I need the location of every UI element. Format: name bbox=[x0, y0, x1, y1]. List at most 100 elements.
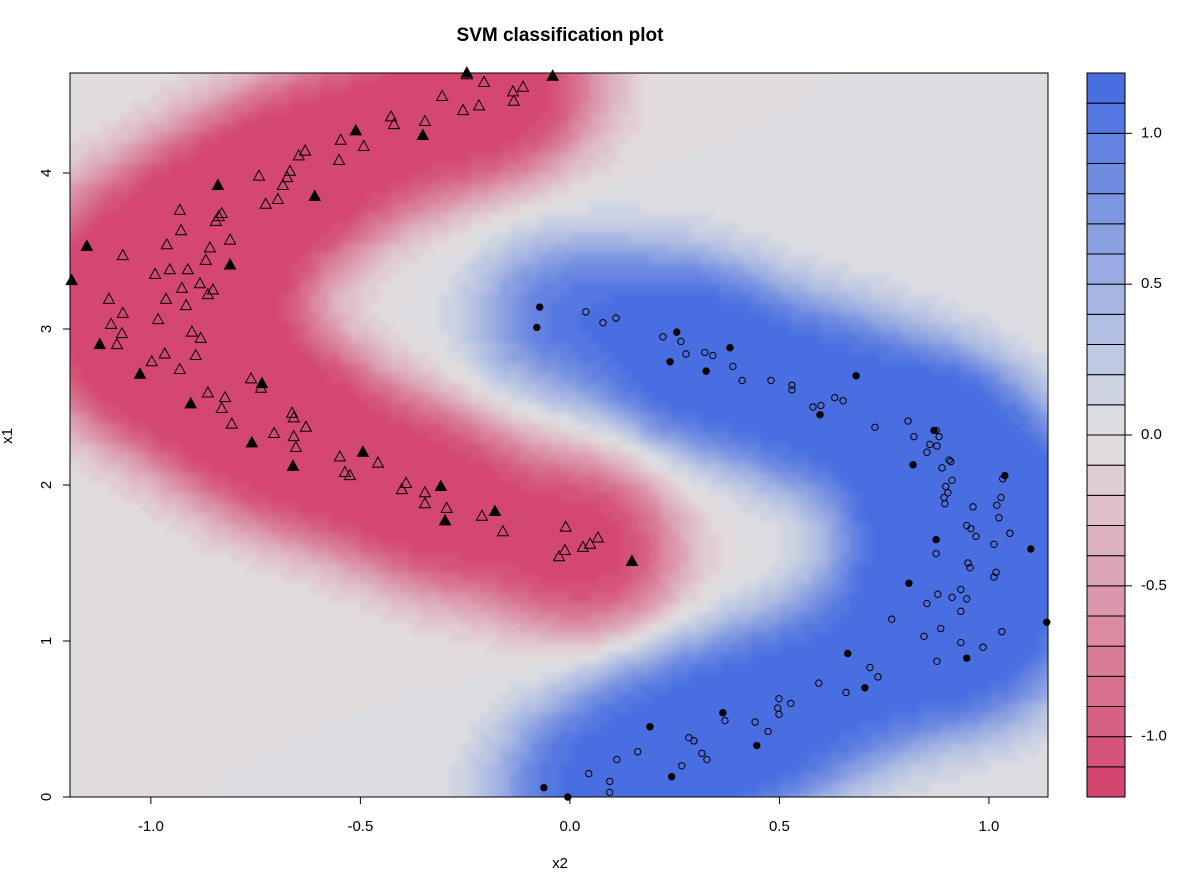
surface-cell bbox=[1050, 233, 1061, 244]
surface-cell bbox=[330, 223, 341, 234]
surface-cell bbox=[710, 333, 721, 344]
surface-cell bbox=[530, 93, 541, 104]
surface-cell bbox=[560, 223, 571, 234]
surface-cell bbox=[310, 423, 321, 434]
surface-cell bbox=[850, 383, 861, 394]
surface-cell bbox=[180, 183, 191, 194]
surface-cell bbox=[120, 403, 131, 414]
surface-cell bbox=[150, 343, 161, 354]
surface-cell bbox=[400, 123, 411, 134]
surface-cell bbox=[850, 83, 861, 94]
surface-cell bbox=[170, 243, 181, 254]
surface-cell bbox=[570, 333, 581, 344]
surface-cell bbox=[720, 83, 731, 94]
surface-cell bbox=[900, 83, 911, 94]
surface-cell bbox=[680, 443, 691, 454]
surface-cell bbox=[1030, 123, 1041, 134]
surface-cell bbox=[860, 243, 871, 254]
surface-cell bbox=[300, 283, 311, 294]
surface-cell bbox=[250, 103, 261, 114]
surface-cell bbox=[690, 193, 701, 204]
surface-cell bbox=[210, 403, 221, 414]
surface-cell bbox=[120, 93, 131, 104]
surface-cell bbox=[390, 103, 401, 114]
surface-cell bbox=[660, 443, 671, 454]
surface-cell bbox=[940, 263, 951, 274]
surface-cell bbox=[770, 103, 781, 114]
surface-cell bbox=[130, 113, 141, 124]
surface-cell bbox=[660, 313, 671, 324]
surface-cell bbox=[510, 243, 521, 254]
surface-cell bbox=[810, 203, 821, 214]
surface-cell bbox=[890, 323, 901, 334]
surface-cell bbox=[590, 203, 601, 214]
surface-cell bbox=[550, 483, 561, 494]
surface-cell bbox=[570, 513, 581, 524]
surface-cell bbox=[950, 483, 961, 494]
surface-cell bbox=[270, 503, 281, 514]
surface-cell bbox=[840, 83, 851, 94]
surface-cell bbox=[80, 533, 91, 544]
surface-cell bbox=[190, 123, 201, 134]
surface-cell bbox=[730, 233, 741, 244]
surface-cell bbox=[730, 153, 741, 164]
surface-cell bbox=[800, 143, 811, 154]
surface-cell bbox=[350, 233, 361, 244]
surface-cell bbox=[890, 233, 901, 244]
surface-cell bbox=[970, 433, 981, 444]
surface-cell bbox=[870, 73, 881, 74]
surface-cell bbox=[550, 323, 561, 334]
surface-cell bbox=[560, 393, 571, 404]
surface-cell bbox=[600, 313, 611, 324]
surface-cell bbox=[400, 393, 411, 404]
surface-cell bbox=[390, 193, 401, 204]
surface-cell bbox=[400, 383, 411, 394]
surface-cell bbox=[90, 433, 101, 444]
surface-cell bbox=[1050, 333, 1061, 344]
surface-cell bbox=[410, 343, 421, 354]
surface-cell bbox=[960, 373, 971, 384]
surface-cell bbox=[80, 433, 91, 444]
surface-cell bbox=[220, 353, 231, 364]
surface-cell bbox=[320, 83, 331, 94]
surface-cell bbox=[410, 203, 421, 214]
surface-cell bbox=[620, 553, 631, 564]
surface-cell bbox=[200, 183, 211, 194]
surface-cell bbox=[70, 213, 81, 224]
surface-cell bbox=[70, 193, 71, 204]
surface-cell bbox=[820, 433, 831, 444]
surface-cell bbox=[430, 173, 441, 184]
surface-cell bbox=[220, 453, 231, 464]
surface-cell bbox=[830, 133, 841, 144]
surface-cell bbox=[240, 413, 251, 424]
surface-cell bbox=[460, 293, 471, 304]
surface-cell bbox=[80, 323, 91, 334]
surface-cell bbox=[70, 423, 81, 434]
surface-cell bbox=[950, 433, 961, 444]
surface-cell bbox=[930, 333, 941, 344]
surface-cell bbox=[630, 233, 641, 244]
surface-cell bbox=[720, 203, 731, 214]
surface-cell bbox=[590, 193, 601, 204]
surface-cell bbox=[850, 323, 861, 334]
surface-cell bbox=[440, 183, 451, 194]
surface-cell bbox=[930, 353, 941, 364]
surface-cell bbox=[70, 463, 81, 474]
surface-cell bbox=[450, 353, 461, 364]
surface-cell bbox=[90, 173, 101, 184]
surface-cell bbox=[330, 263, 341, 274]
surface-cell bbox=[550, 473, 561, 484]
surface-cell bbox=[280, 203, 291, 214]
surface-cell bbox=[460, 183, 471, 194]
surface-cell bbox=[1030, 323, 1041, 334]
surface-cell bbox=[460, 513, 471, 524]
surface-cell bbox=[810, 263, 821, 274]
surface-cell bbox=[670, 383, 681, 394]
surface-cell bbox=[530, 223, 541, 234]
surface-cell bbox=[780, 293, 791, 304]
surface-cell bbox=[1050, 223, 1061, 234]
surface-cell bbox=[80, 493, 91, 504]
surface-cell bbox=[570, 203, 581, 214]
surface-cell bbox=[270, 93, 281, 104]
surface-cell bbox=[350, 153, 361, 164]
